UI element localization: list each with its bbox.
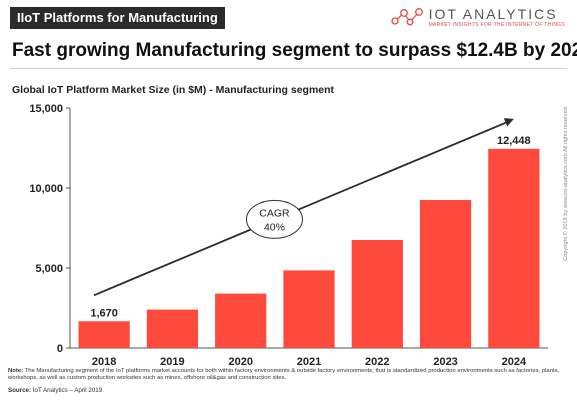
trend-arrow-line xyxy=(93,121,509,297)
bar-2023 xyxy=(419,200,472,348)
y-tick-label: 15,000 xyxy=(29,103,63,115)
note-label: Note: xyxy=(8,368,24,374)
note-text: The Manufacturing segment of the IoT pla… xyxy=(8,368,560,382)
cagr-label: CAGR xyxy=(259,207,290,219)
network-nodes-icon xyxy=(390,8,423,26)
cagr-value: 40% xyxy=(264,221,285,233)
divider xyxy=(10,68,567,69)
page-headline: Fast growing Manufacturing segment to su… xyxy=(12,40,577,61)
brand-logo: IOT ANALYTICS MARKET INSIGHTS FOR THE IN… xyxy=(390,6,565,29)
bar-2022 xyxy=(351,240,403,348)
data-label-2024: 12,448 xyxy=(497,135,531,147)
bar-2018 xyxy=(78,321,130,348)
brand-name: IOT ANALYTICS xyxy=(428,6,558,22)
x-tick-label: 2020 xyxy=(228,356,252,368)
source-label: Source: xyxy=(8,387,32,394)
brand-tagline: MARKET INSIGHTS FOR THE INTERNET OF THIN… xyxy=(428,22,565,28)
chart-note: Note: The Manufacturing segment of the I… xyxy=(8,368,566,382)
x-tick-label: 2024 xyxy=(502,356,527,368)
bar-2020 xyxy=(215,293,267,348)
chart-title: Global IoT Platform Market Size (in $M) … xyxy=(12,84,335,96)
cagr-bubble xyxy=(245,199,303,239)
x-tick-label: 2023 xyxy=(433,356,457,368)
section-tag: IIoT Platforms for Manufacturing xyxy=(10,7,225,29)
chart-source: Source: IoT Analytics – April 2019 xyxy=(8,387,102,394)
bar-2024 xyxy=(488,148,540,348)
copyright-notice: Copyright © 2018 by www.iot-analytics.co… xyxy=(563,107,569,261)
x-tick-label: 2018 xyxy=(92,356,116,368)
y-tick-label: 10,000 xyxy=(29,183,63,195)
trend-arrowhead xyxy=(503,118,514,127)
y-tick-label: 5,000 xyxy=(35,263,63,275)
bar-2021 xyxy=(283,270,335,348)
source-text: IoT Analytics – April 2019 xyxy=(32,387,103,394)
x-tick-label: 2022 xyxy=(365,356,389,368)
bar-2019 xyxy=(146,309,199,348)
y-tick-label: 0 xyxy=(57,343,63,355)
x-tick-label: 2019 xyxy=(160,356,184,368)
data-label-2018: 1,670 xyxy=(90,307,118,319)
x-tick-label: 2021 xyxy=(297,356,321,368)
